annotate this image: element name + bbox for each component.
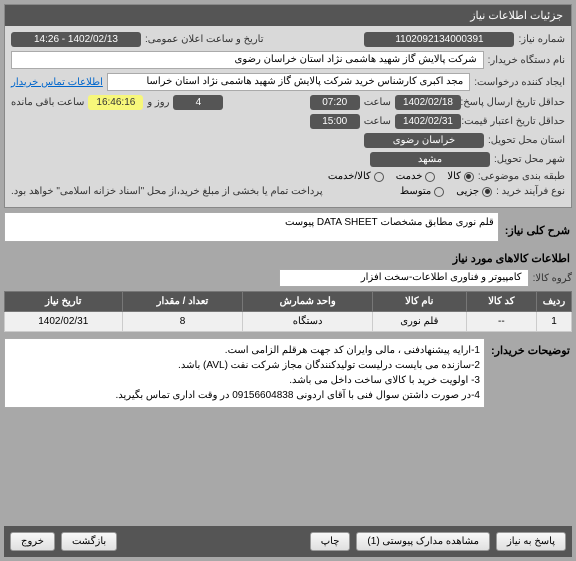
buyer-notes-label: توضیحات خریدار:	[491, 344, 570, 357]
radio-kala[interactable]: کالا	[447, 171, 474, 182]
purchase-note: پرداخت تمام یا بخشی از مبلغ خرید،از محل …	[11, 186, 323, 197]
province-label: استان محل تحویل:	[488, 135, 565, 146]
city-label: شهر محل تحویل:	[494, 154, 565, 165]
deadline-date: 1402/02/18	[395, 95, 461, 110]
buyer-notes: 1-ارایه پیشنهادفنی ، مالی وایران کد جهت …	[4, 338, 485, 408]
requester: مجد اکبری کارشناس خرید شرکت پالایش گاز ش…	[107, 73, 470, 91]
city: مشهد	[370, 152, 490, 167]
purchase-radio-group: جزیی متوسط	[400, 186, 492, 197]
radio-motevaset[interactable]: متوسط	[400, 186, 444, 197]
group-value: کامپیوتر و فناوری اطلاعات-سخت افزار	[279, 269, 529, 287]
need-no-label: شماره نیاز:	[518, 34, 565, 45]
back-button[interactable]: بازگشت	[61, 532, 117, 551]
col-row: ردیف	[537, 292, 572, 312]
buyer-org-label: نام دستگاه خریدار:	[488, 55, 565, 66]
purchase-type-label: نوع فرآیند خرید :	[496, 186, 565, 197]
radio-khedmat[interactable]: خدمت	[396, 171, 436, 182]
col-code: کد کالا	[466, 292, 536, 312]
items-title: اطلاعات کالاهای مورد نیاز	[6, 252, 570, 265]
province: خراسان رضوى	[364, 133, 484, 148]
validity-date: 1402/02/31	[395, 114, 461, 129]
validity-label: حداقل تاریخ اعتبار قیمت: تا تاریخ:	[465, 116, 565, 127]
announce-value: 1402/02/13 - 14:26	[11, 32, 141, 47]
deadline-label: حداقل تاریخ ارسال پاسخ: تا تاریخ:	[465, 97, 565, 108]
day-and: روز و	[147, 97, 169, 108]
day-count: 4	[173, 95, 223, 110]
group-label: گروه کالا:	[533, 273, 572, 284]
col-qty: تعداد / مقدار	[122, 292, 243, 312]
col-name: نام کالا	[372, 292, 466, 312]
need-summary-text: قلم نوری مطابق مشخصات DATA SHEET پیوست	[4, 212, 499, 242]
time-label-2: ساعت	[364, 116, 391, 127]
requester-label: ایجاد کننده درخواست:	[474, 77, 565, 88]
need-summary-label: شرح کلی نیاز:	[505, 224, 570, 237]
radio-kala-khedmat[interactable]: کالا/خدمت	[328, 171, 384, 182]
radio-jozi[interactable]: جزیی	[456, 186, 492, 197]
category-label: طبقه بندی موضوعی:	[478, 171, 565, 182]
announce-label: تاریخ و ساعت اعلان عمومی:	[145, 34, 264, 45]
panel-title: جزئیات اطلاعات نیاز	[5, 5, 571, 26]
remaining: ساعت باقی مانده	[11, 97, 84, 108]
exit-button[interactable]: خروج	[10, 532, 55, 551]
details-panel: جزئیات اطلاعات نیاز شماره نیاز: 11020921…	[4, 4, 572, 208]
attachments-button[interactable]: مشاهده مدارک پیوستی (1)	[356, 532, 490, 551]
print-button[interactable]: چاپ	[310, 532, 351, 551]
col-date: تاریخ نیاز	[5, 292, 123, 312]
countdown: 16:46:16	[88, 95, 143, 110]
buyer-org: شرکت پالایش گاز شهید هاشمی نژاد استان خر…	[11, 51, 484, 69]
contact-link[interactable]: اطلاعات تماس خریدار	[11, 77, 103, 88]
table-row[interactable]: 1 -- قلم نورى دستگاه 8 1402/02/31	[5, 312, 572, 332]
col-unit: واحد شمارش	[243, 292, 373, 312]
time-label-1: ساعت	[364, 97, 391, 108]
validity-time: 15:00	[310, 114, 360, 129]
category-radio-group: کالا خدمت کالا/خدمت	[328, 171, 474, 182]
items-table: ردیف کد کالا نام کالا واحد شمارش تعداد /…	[4, 291, 572, 332]
deadline-time: 07:20	[310, 95, 360, 110]
footer-bar: پاسخ به نیاز مشاهده مدارک پیوستی (1) چاپ…	[4, 526, 572, 557]
need-no: 1102092134000391	[364, 32, 514, 47]
respond-button[interactable]: پاسخ به نیاز	[496, 532, 566, 551]
